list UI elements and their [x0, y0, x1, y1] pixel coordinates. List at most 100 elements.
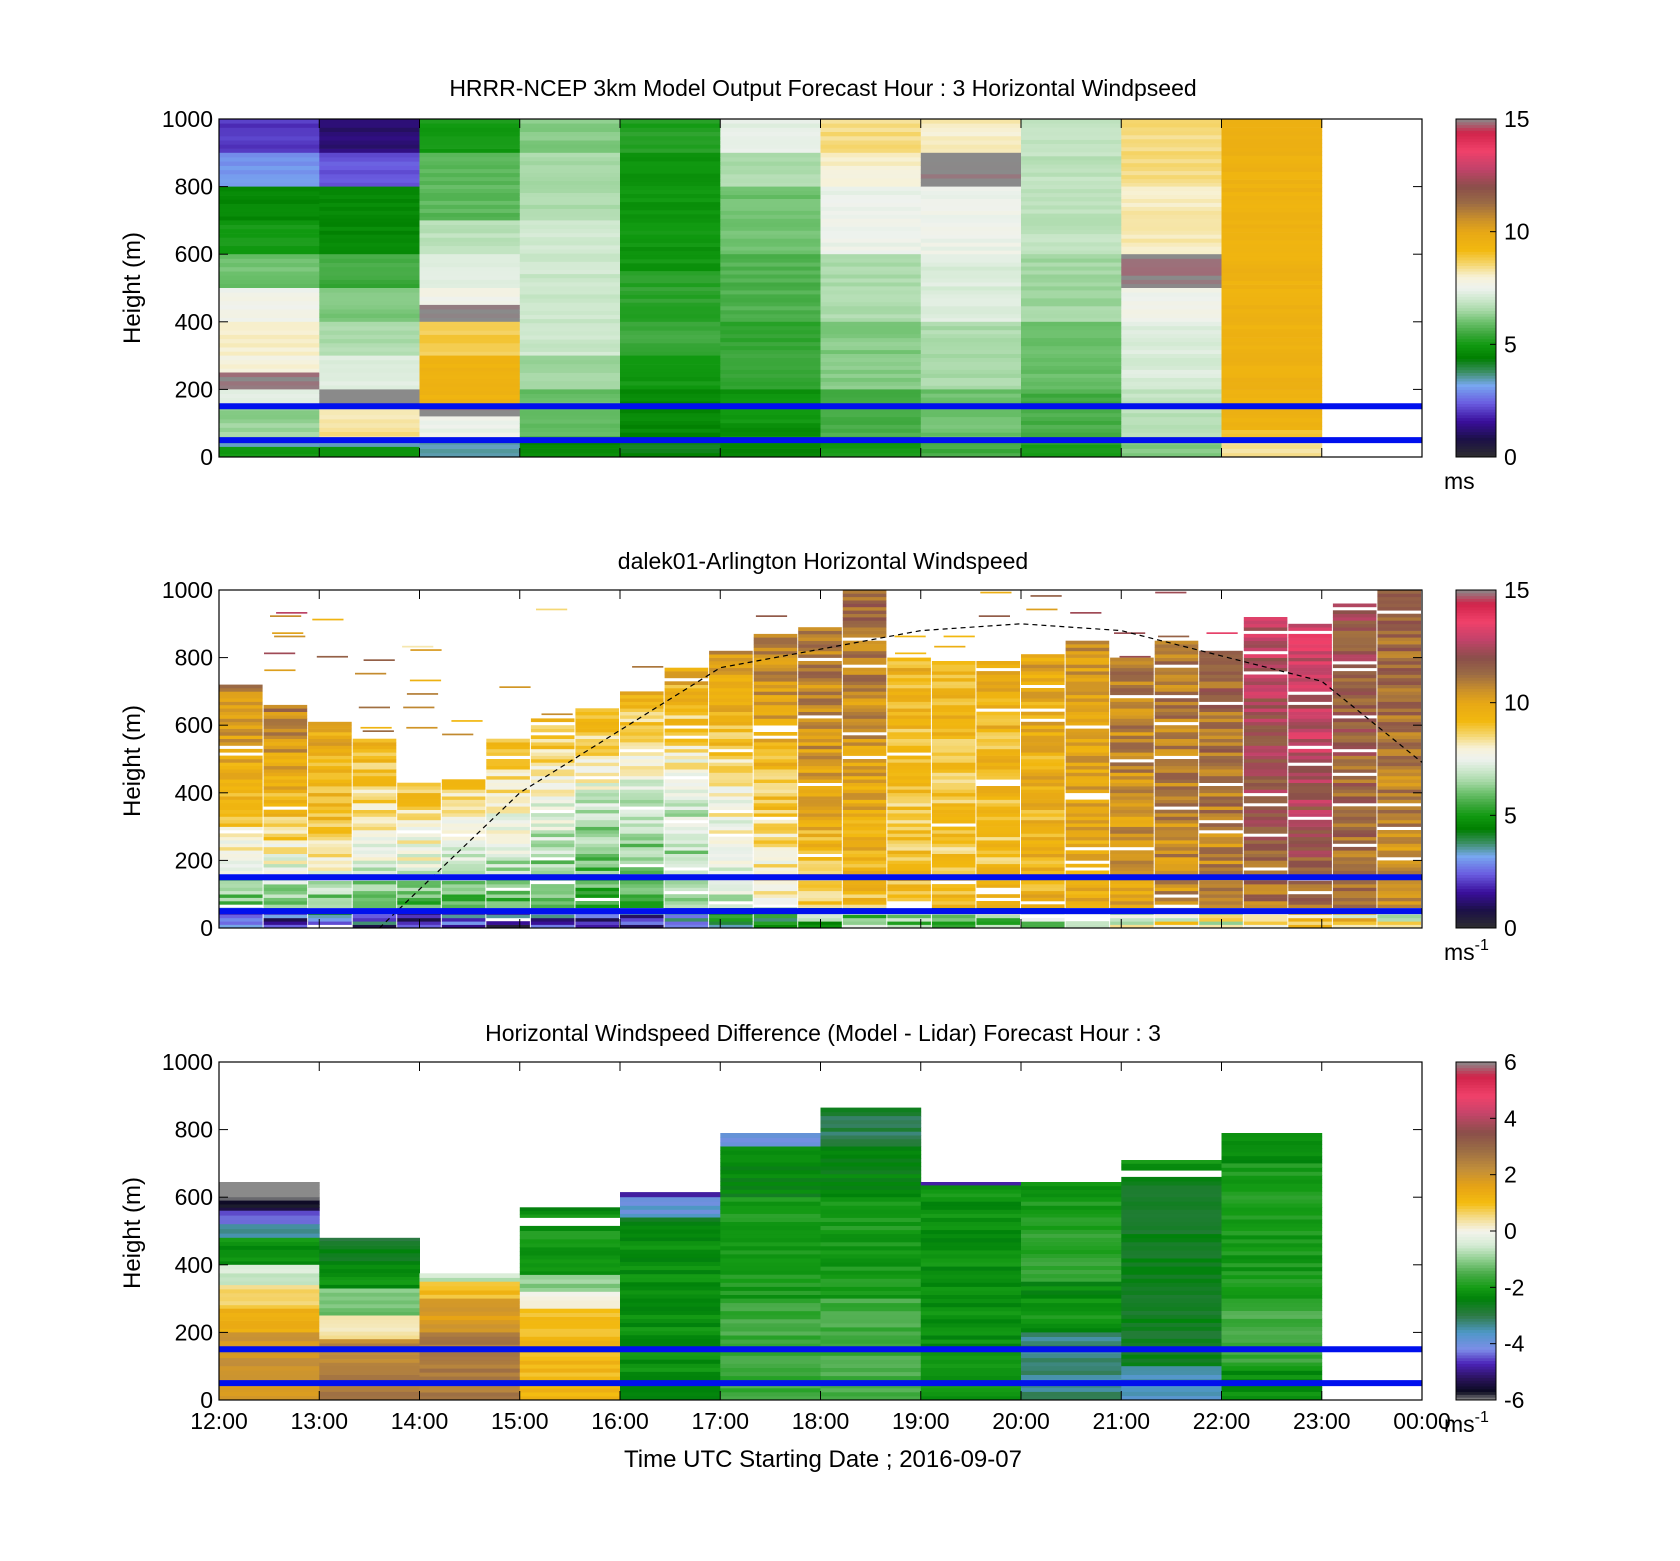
colorbar-segment — [1456, 1278, 1496, 1283]
heatmap-cell — [920, 1237, 1022, 1243]
colorbar-segment — [1456, 442, 1496, 447]
heatmap-cell — [441, 917, 486, 922]
heatmap-cell — [720, 410, 821, 416]
heatmap-cell — [1243, 732, 1288, 736]
heatmap-cell — [1221, 417, 1323, 423]
colorbar-unit-exponent: -1 — [1475, 1409, 1489, 1426]
heatmap-cell — [1243, 688, 1288, 692]
heatmap-cell — [319, 443, 420, 448]
heatmap-cell — [887, 853, 931, 858]
heatmap-cell — [842, 623, 887, 628]
heatmap-cell — [931, 890, 976, 895]
colorbar-segment — [1456, 1346, 1496, 1350]
heatmap-cell — [1121, 174, 1222, 180]
heatmap-cell — [1221, 292, 1323, 298]
heatmap-cell — [753, 752, 798, 756]
heatmap-cell — [1021, 1332, 1122, 1337]
colorbar-segment — [1456, 1132, 1496, 1136]
heatmap-cell — [720, 1282, 821, 1287]
colorbar-segment — [1456, 389, 1496, 393]
heatmap-cell — [1021, 401, 1122, 406]
colorbar-segment — [1456, 299, 1496, 303]
heatmap-cell — [519, 192, 621, 197]
heatmap-cell — [308, 789, 352, 794]
heatmap-cell — [1154, 752, 1199, 756]
heatmap-cell — [1288, 809, 1332, 814]
heatmap-cell — [1110, 769, 1154, 773]
heatmap-cell — [486, 813, 530, 817]
heatmap-cell — [263, 711, 308, 716]
heatmap-cell — [575, 732, 619, 736]
heatmap-cell — [720, 377, 821, 382]
heatmap-cell — [1121, 226, 1222, 231]
heatmap-cell — [1065, 853, 1110, 858]
heatmap-cell — [263, 813, 308, 817]
heatmap-cell — [319, 1260, 420, 1266]
heatmap-cell — [1021, 1261, 1122, 1266]
heatmap-cell — [1332, 870, 1377, 875]
heatmap-cell — [441, 786, 486, 790]
heatmap-cell — [842, 657, 887, 662]
heatmap-cell — [1121, 222, 1222, 227]
heatmap-cell — [820, 1282, 922, 1287]
heatmap-cell — [1377, 830, 1421, 834]
heatmap-cell — [575, 721, 619, 726]
heatmap-cell — [931, 762, 976, 767]
heatmap-cell — [709, 826, 753, 831]
colorbar-segment — [1456, 276, 1496, 281]
heatmap-cell — [720, 190, 821, 195]
heatmap-cell — [1021, 698, 1065, 702]
heatmap-cell — [798, 826, 842, 831]
heatmap-cell — [620, 1351, 721, 1356]
heatmap-cell — [1288, 884, 1332, 888]
heatmap-cell — [263, 894, 308, 898]
heatmap-cell — [709, 657, 753, 662]
heatmap-cell — [519, 376, 621, 382]
heatmap-cell — [575, 765, 619, 770]
heatmap-cell — [887, 779, 931, 783]
heatmap-cell — [1332, 698, 1377, 702]
heatmap-cell — [575, 711, 619, 716]
heatmap-cell — [720, 1298, 821, 1304]
heatmap-cell — [575, 735, 619, 739]
heatmap-cell — [1021, 1370, 1122, 1375]
heatmap-cell — [720, 427, 821, 432]
heatmap-cell — [920, 353, 1022, 358]
heatmap-cell — [419, 204, 521, 209]
heatmap-cell — [1021, 732, 1065, 736]
heatmap-cell — [1021, 373, 1122, 378]
colorbar-segment — [1456, 654, 1496, 659]
heatmap-cell — [1288, 789, 1332, 794]
heatmap-cell — [319, 1343, 420, 1348]
heatmap-cell — [1065, 644, 1110, 648]
heatmap-cell — [219, 748, 263, 753]
heatmap-cell — [1065, 880, 1110, 885]
heatmap-cell — [519, 1287, 621, 1293]
heatmap-cell — [1377, 698, 1421, 702]
heatmap-cell — [352, 840, 397, 844]
colorbar-segment — [1456, 1180, 1496, 1184]
heatmap-cell — [575, 799, 619, 804]
heatmap-cell — [419, 180, 521, 185]
heatmap-cell — [1110, 661, 1154, 665]
heatmap-cell — [1332, 725, 1377, 729]
heatmap-cell — [1021, 806, 1065, 810]
heatmap-cell — [319, 1395, 420, 1401]
heatmap-cell — [931, 813, 976, 817]
heatmap-cell — [1021, 258, 1122, 263]
heatmap-cell — [1377, 890, 1421, 895]
heatmap-cell — [1288, 721, 1332, 726]
heatmap-cell — [530, 901, 575, 905]
heatmap-cell — [1243, 796, 1288, 800]
heatmap-cell — [920, 1335, 1022, 1340]
heatmap-cell — [1221, 163, 1323, 168]
colorbar-segment — [1456, 1374, 1496, 1378]
heatmap-cell — [1243, 914, 1288, 919]
heatmap-cell — [308, 806, 352, 810]
heatmap-cell — [263, 742, 308, 746]
heatmap-cell — [931, 765, 976, 770]
heatmap-cell — [1065, 782, 1110, 787]
heatmap-cell — [753, 890, 798, 895]
